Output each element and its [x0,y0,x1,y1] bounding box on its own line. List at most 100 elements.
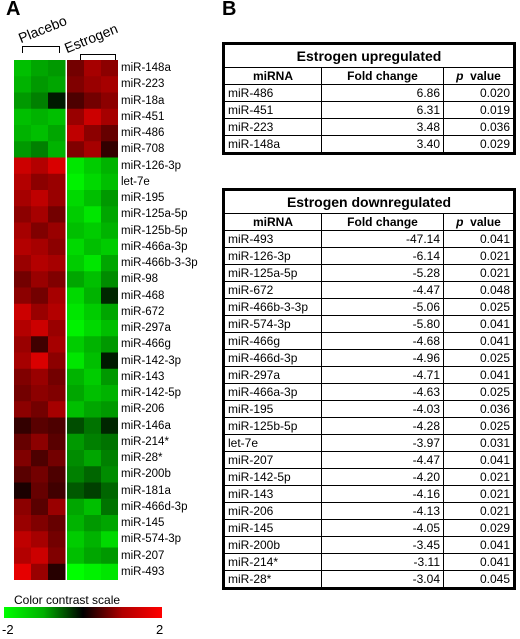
mirna-cell: miR-672 [224,281,322,299]
gene-label: miR-125a-5p [121,208,188,221]
mirna-cell: miR-493 [224,230,322,248]
color-scale-bar [4,607,162,618]
heatmap-cell [31,547,49,565]
heatmap-cell [101,417,118,435]
heatmap-cell [14,206,32,223]
heatmap-cell [31,190,49,207]
heatmap-cell [14,450,32,467]
p-value-cell: 0.029 [443,135,514,153]
heatmap-cell [31,287,49,305]
heatmap-cell [31,482,49,500]
mirna-cell: miR-214* [224,553,322,571]
heatmap-cell [67,287,85,305]
p-value-cell: 0.021 [443,264,514,282]
heatmap-cell [14,563,32,580]
heatmap-cell [48,563,66,580]
heatmap-cell [48,76,66,93]
mirna-cell: miR-145 [224,519,322,537]
heatmap-cell [31,320,49,337]
heatmap-cell [67,547,85,565]
heatmap-cell [31,303,49,321]
mirna-cell: miR-207 [224,451,322,469]
heatmap-cell [31,531,49,548]
p-value-cell: 0.041 [443,451,514,469]
heatmap-cell [101,108,118,126]
table-row: miR-28* -3.04 0.045 [224,570,514,588]
heatmap-cell [67,60,85,77]
down-header-p-value: p value [443,213,514,231]
p-value-cell: 0.025 [443,298,514,316]
heatmap-cell [84,125,102,142]
fold-change-cell: -4.16 [321,485,444,503]
gene-label: miR-28* [121,452,163,464]
heatmap-cell [31,255,49,272]
gene-label: miR-125b-5p [121,224,188,237]
p-value-cell: 0.021 [443,502,514,520]
heatmap-cell [14,76,32,93]
heatmap-cell [31,385,49,402]
downregulated-table: Estrogen downregulated miRNA Fold change… [222,188,516,590]
mirna-cell: miR-574-3p [224,315,322,333]
gene-label: miR-145 [121,517,165,529]
heatmap-cell [31,238,49,256]
heatmap-cell [48,498,66,516]
gene-label: miR-206 [121,403,165,416]
heatmap-cell [84,157,102,175]
mirna-cell: miR-28* [224,570,322,588]
color-scale-min: -2 [2,622,14,637]
heatmap-cell [48,385,66,402]
heatmap-cell [48,157,66,175]
gene-label: miR-466b-3-3p [121,257,198,269]
heatmap-cell [67,157,85,175]
heatmap-cell [67,271,85,288]
heatmap-cell [48,303,66,321]
table-row: miR-142-5p -4.20 0.021 [224,468,514,486]
heatmap-cell [84,287,102,305]
p-value-cell: 0.029 [443,519,514,537]
heatmap-cell [48,125,66,142]
downregulated-table-title: Estrogen downregulated [224,190,514,214]
heatmap-cell [31,368,49,386]
heatmap-cell [14,515,32,532]
heatmap-cell [84,531,102,548]
estrogen-bracket [80,54,116,61]
heatmap-cell [67,255,85,272]
heatmap-cell [48,336,66,353]
gene-label: miR-18a [121,94,165,107]
heatmap-cell [48,60,66,77]
gene-label: miR-98 [121,273,159,286]
heatmap-cell [84,352,102,370]
heatmap-cell [84,515,102,532]
heatmap-cell [14,401,32,418]
heatmap-cell [48,222,66,240]
heatmap-cell [48,417,66,435]
table-row: miR-206 -4.13 0.021 [224,502,514,520]
heatmap-cell [84,141,102,158]
heatmap-cell [14,433,32,451]
heatmap-cell [84,76,102,93]
heatmap-cell [67,336,85,353]
p-value-cell: 0.036 [443,118,514,136]
table-row: miR-493 -47.14 0.041 [224,230,514,248]
heatmap-cell [101,76,118,93]
table-row: miR-195 -4.03 0.036 [224,400,514,418]
fold-change-cell: -4.71 [321,366,444,384]
heatmap-cell [67,222,85,240]
table-row: miR-574-3p -5.80 0.041 [224,315,514,333]
heatmap-cell [101,173,118,191]
table-row: miR-223 3.48 0.036 [224,118,514,136]
heatmap-cell [14,287,32,305]
heatmap-cell [31,433,49,451]
up-header-p: p [456,68,464,83]
gene-label: miR-466a-3p [121,240,188,253]
up-header-value: value [470,68,501,83]
heatmap-cell [67,76,85,93]
heatmap-cell [67,352,85,370]
fold-change-cell: -4.13 [321,502,444,520]
gene-label: miR-146a [121,419,171,432]
heatmap-cell [67,450,85,467]
gene-label: miR-142-3p [121,354,182,367]
heatmap-cell [101,433,118,451]
heatmap-cell [14,336,32,353]
heatmap-cell [84,108,102,126]
